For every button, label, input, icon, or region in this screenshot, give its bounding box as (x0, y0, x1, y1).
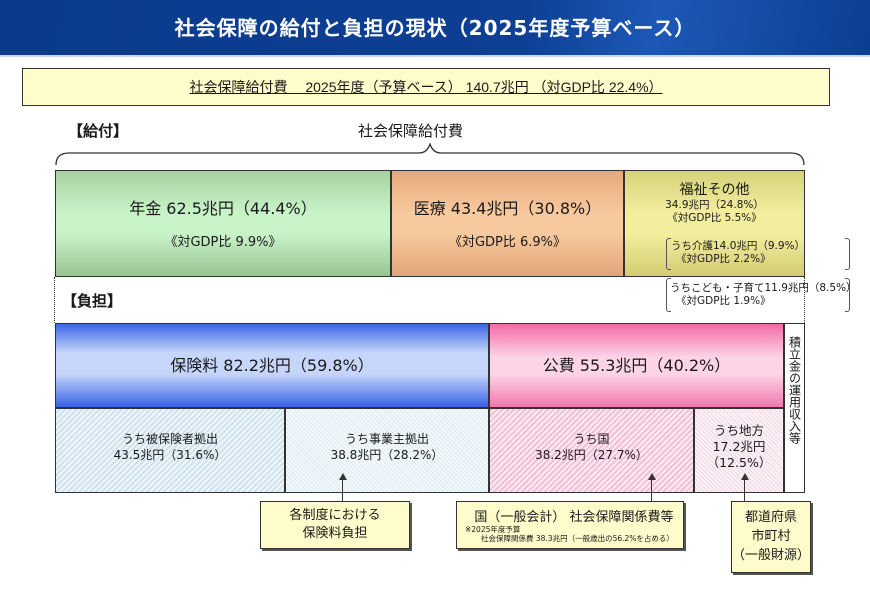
national-amount: 38.2兆円（27.7%） (535, 448, 648, 462)
national-share-block: うち国 38.2兆円（27.7%） (489, 408, 694, 493)
medical-block: 医療 43.4兆円（30.8%） 《対GDP比 6.9%》 (391, 170, 624, 277)
arrow-line (651, 479, 652, 501)
summary-banner: 社会保障給付費 2025年度（予算ベース） 140.7兆円 （対GDP比 22.… (22, 68, 830, 106)
national-callout-title: 国（一般会計） 社会保障関係費等 (474, 510, 674, 525)
benefits-section-label: 【給付】 (68, 122, 129, 140)
reserve-label: 積立金の運用収入等 (787, 336, 802, 444)
welfare-block: 福祉その他 34.9兆円（24.8%） 《対GDP比 5.5%》 (624, 170, 805, 277)
arrow-line (342, 479, 343, 501)
premium-title: 保険料 82.2兆円（59.8%） (170, 356, 374, 375)
national-callout-note2: 社会保障関係費 38.3兆円（一般歳出の56.2%を占める） (481, 534, 674, 543)
premium-callout-line1: 各制度における (289, 508, 381, 523)
employer-contribution-block: うち事業主拠出 38.8兆円（28.2%） (285, 408, 489, 493)
local-pct: （12.5%） (706, 455, 772, 470)
local-share-block: うち地方 17.2兆円 （12.5%） (694, 408, 784, 493)
employer-amount: 38.8兆円（28.2%） (330, 448, 444, 462)
medical-title: 医療 43.4兆円（30.8%） (413, 199, 602, 218)
arrow-line (744, 479, 745, 507)
local-callout-line1: 都道府県 (744, 510, 797, 525)
children-gdp: 《対GDP比 1.9%》 (676, 295, 771, 307)
public-title: 公費 55.3兆円（40.2%） (542, 356, 731, 375)
arrow-up-icon (741, 473, 749, 480)
summary-text: 社会保障給付費 2025年度（予算ベース） 140.7兆円 （対GDP比 22.… (189, 79, 663, 95)
children-bracket-right (845, 278, 850, 312)
pension-gdp: 《対GDP比 9.9%》 (164, 235, 282, 250)
local-label: うち地方 (713, 423, 764, 438)
arrow-up-icon (339, 473, 347, 480)
benefits-total-label: 社会保障給付費 (358, 122, 464, 140)
premium-block: 保険料 82.2兆円（59.8%） (55, 323, 489, 408)
burden-section-label: 【負担】 (62, 292, 123, 310)
welfare-amount: 34.9兆円（24.8%） (665, 199, 764, 211)
pension-title: 年金 62.5兆円（44.4%） (129, 199, 317, 218)
national-callout: 国（一般会計） 社会保障関係費等 ※2025年度予算 社会保障関係費 38.3兆… (456, 501, 684, 549)
care-gdp: 《対GDP比 2.2%》 (676, 253, 771, 265)
local-callout: 都道府県 市町村 （一般財源） (731, 501, 811, 573)
children-bracket-left (666, 278, 671, 312)
insured-amount: 43.5兆円（31.6%） (113, 448, 227, 462)
insured-contribution-block: うち被保険者拠出 43.5兆円（31.6%） (55, 408, 285, 493)
reserve-block: 積立金の運用収入等 (784, 323, 805, 493)
national-label: うち国 (573, 432, 610, 446)
dotted-connector-right (804, 277, 805, 323)
local-callout-line3: （一般財源） (732, 548, 811, 563)
care-amount: うち介護14.0兆円（9.9%） (671, 240, 806, 252)
national-callout-note1: ※2025年度予算 (465, 525, 521, 534)
local-amount: 17.2兆円 (712, 439, 766, 454)
employer-label: うち事業主拠出 (344, 432, 429, 446)
children-amount: うちこども・子育て11.9兆円（8.5%） (670, 282, 857, 294)
brace-icon (55, 143, 805, 165)
premium-burden-callout: 各制度における 保険料負担 (260, 501, 410, 549)
care-bracket-right (845, 238, 850, 270)
pension-block: 年金 62.5兆円（44.4%） 《対GDP比 9.9%》 (55, 170, 391, 277)
care-bracket-left (666, 238, 671, 270)
welfare-title: 福祉その他 (679, 182, 750, 198)
public-block: 公費 55.3兆円（40.2%） (489, 323, 784, 408)
local-callout-line2: 市町村 (751, 529, 791, 544)
page-title: 社会保障の給付と負担の現状（2025年度予算ベース） (0, 0, 870, 57)
medical-gdp: 《対GDP比 6.9%》 (448, 235, 567, 250)
insured-label: うち被保険者拠出 (121, 432, 218, 446)
arrow-up-icon (648, 473, 656, 480)
dotted-connector-left (54, 277, 55, 323)
welfare-gdp: 《対GDP比 5.5%》 (667, 212, 762, 224)
premium-callout-line2: 保険料負担 (302, 526, 368, 541)
